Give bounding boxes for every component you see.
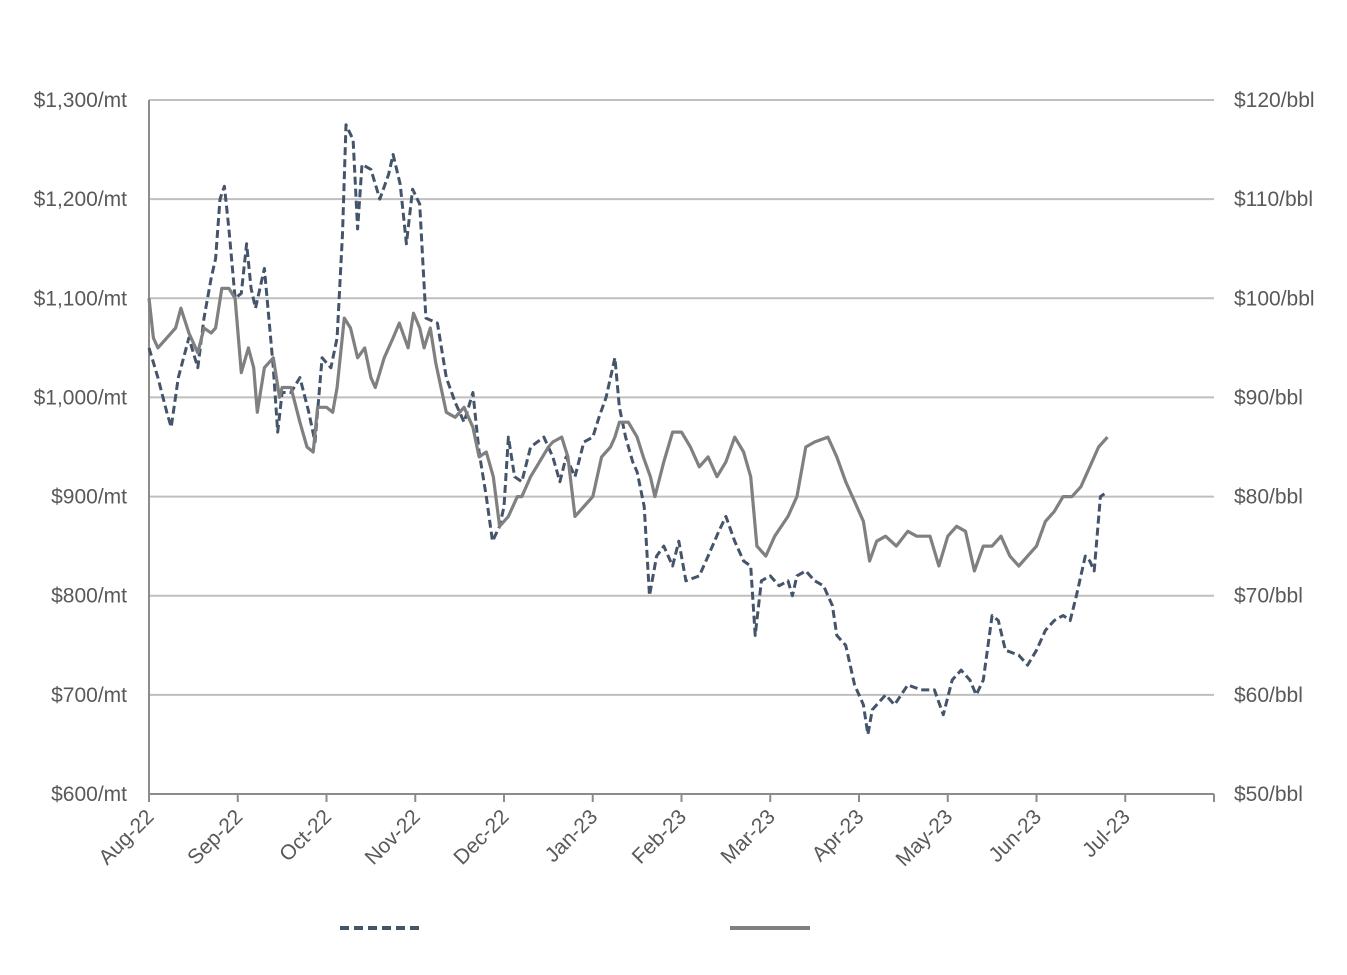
y-left-tick-label: $1,200/mt (34, 188, 128, 211)
series-line-1 (147, 123, 1109, 736)
x-tick-label: Jan-23 (541, 805, 603, 867)
x-tick-label: Feb-23 (628, 805, 691, 868)
y-right-tick-label: $120/bbl (1234, 89, 1315, 112)
y-left-ticks: $600/mt $700/mt $800/mt $900/mt $1,000/mt $1,… (34, 89, 128, 806)
y-left-tick-label: $700/mt (51, 684, 127, 707)
x-tick-label: Sep-22 (183, 805, 247, 869)
x-tick-label: Jun-23 (984, 805, 1046, 867)
x-tick-label: Aug-22 (94, 805, 158, 869)
y-right-tick-label: $110/bbl (1234, 188, 1313, 211)
y-right-tick-label: $70/bbl (1234, 585, 1303, 608)
axes (148, 100, 1215, 802)
y-left-tick-label: $1,000/mt (34, 386, 128, 409)
gridlines (149, 99, 1214, 696)
x-tick-label: Mar-23 (716, 805, 779, 868)
y-right-tick-label: $90/bbl (1234, 386, 1303, 409)
x-tick-label: Jul-23 (1078, 805, 1135, 862)
y-right-tick-label: $100/bbl (1234, 287, 1315, 310)
series-line-2 (147, 286, 1109, 573)
x-tick-label: Apr-23 (808, 805, 869, 866)
x-tick-label: Oct-22 (275, 805, 336, 866)
x-tick-label: Nov-22 (361, 805, 425, 869)
series (147, 123, 1109, 736)
y-left-tick-label: $800/mt (51, 585, 127, 608)
y-right-tick-label: $50/bbl (1234, 783, 1303, 806)
y-left-tick-label: $1,300/mt (34, 89, 128, 112)
x-tick-label: Dec-22 (449, 805, 513, 869)
y-left-tick-label: $900/mt (51, 486, 127, 509)
y-right-ticks: $50/bbl $60/bbl $70/bbl $80/bbl $90/bbl $100/… (1234, 89, 1315, 806)
x-tick-label: May-23 (892, 805, 958, 871)
y-left-tick-label: $1,100/mt (34, 287, 128, 310)
y-right-tick-label: $80/bbl (1234, 486, 1303, 509)
y-left-tick-label: $600/mt (51, 783, 127, 806)
x-ticks: Aug-22 Sep-22 Oct-22 Nov-22 Dec-22 Jan-23 Feb-… (94, 805, 1134, 871)
y-right-tick-label: $60/bbl (1234, 684, 1303, 707)
